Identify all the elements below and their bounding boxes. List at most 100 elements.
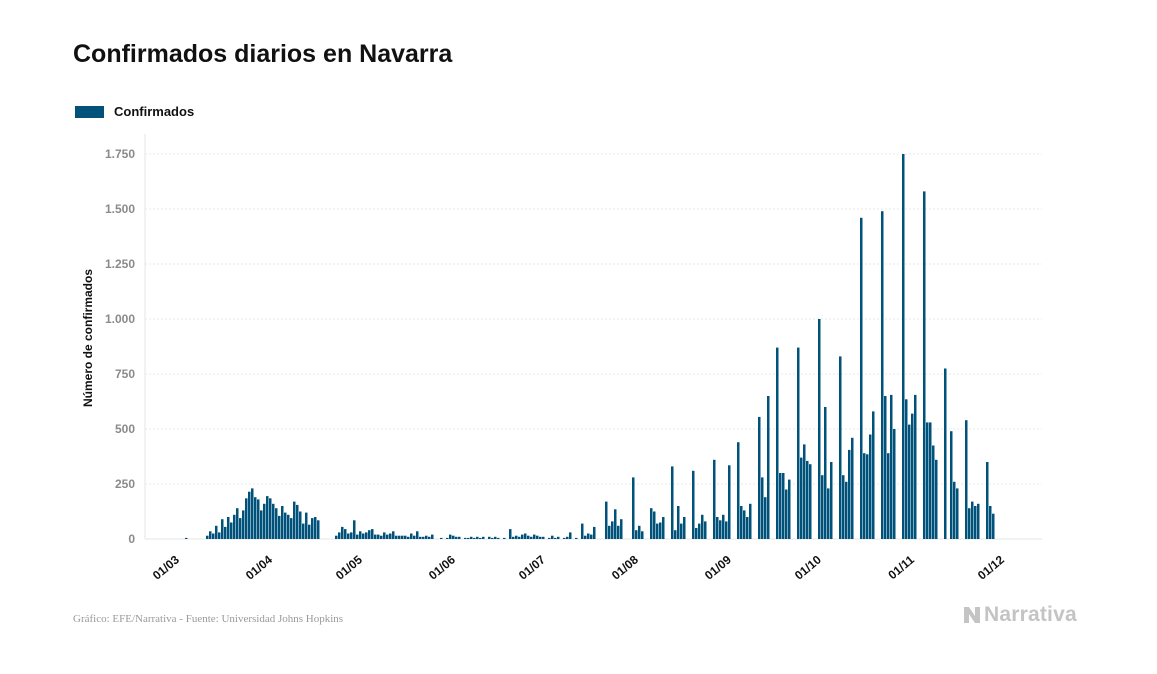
bar <box>608 525 611 539</box>
bar <box>263 503 266 539</box>
bar <box>797 347 800 539</box>
bar <box>782 473 785 539</box>
bar <box>482 536 485 539</box>
bar <box>335 535 338 539</box>
bar <box>803 444 806 539</box>
bar <box>293 501 296 539</box>
bar <box>860 217 863 540</box>
bar <box>965 420 968 539</box>
bar <box>530 536 533 539</box>
bar <box>845 481 848 539</box>
bar <box>206 535 209 539</box>
bar <box>401 535 404 539</box>
x-tick-label: 01/08 <box>609 552 641 582</box>
brand-logo: Narrativa <box>963 603 1077 627</box>
bar <box>872 411 875 539</box>
bar <box>620 519 623 539</box>
bar <box>386 534 389 539</box>
x-tick-label: 01/03 <box>150 552 182 582</box>
bar <box>497 537 500 539</box>
bar <box>671 466 674 539</box>
bar <box>821 475 824 539</box>
bar <box>344 529 347 539</box>
bar <box>695 528 698 539</box>
bar <box>209 531 212 539</box>
bar <box>347 533 350 539</box>
bars <box>185 154 995 540</box>
bar <box>296 504 299 539</box>
y-tick-label: 250 <box>115 477 135 491</box>
bar <box>470 536 473 539</box>
bar <box>284 512 287 539</box>
bar <box>632 477 635 539</box>
bar <box>539 536 542 539</box>
bar <box>554 537 557 539</box>
bar <box>524 533 527 539</box>
bar <box>212 533 215 539</box>
bar <box>398 535 401 539</box>
bar <box>692 470 695 539</box>
bar <box>977 503 980 539</box>
bar <box>764 497 767 539</box>
bar <box>356 534 359 539</box>
bar <box>575 537 578 539</box>
bar <box>716 517 719 539</box>
bar <box>362 533 365 539</box>
bar <box>830 462 833 539</box>
x-tick-label: 01/05 <box>333 552 365 582</box>
bar <box>509 529 512 539</box>
bar <box>818 319 821 539</box>
bar <box>410 533 413 539</box>
bar <box>302 523 305 539</box>
bar <box>314 517 317 539</box>
bar <box>779 473 782 539</box>
bar <box>440 537 443 539</box>
x-tick-label: 01/06 <box>426 552 458 582</box>
bar <box>353 520 356 539</box>
bar <box>722 514 725 539</box>
bar <box>287 514 290 539</box>
bar <box>584 535 587 539</box>
bar <box>902 154 905 539</box>
bar <box>674 530 677 539</box>
chart-title: Confirmados diarios en Navarra <box>73 40 453 68</box>
y-tick-label: 500 <box>115 422 135 436</box>
bar <box>653 511 656 539</box>
bar <box>746 517 749 539</box>
bar <box>587 533 590 539</box>
bar <box>239 518 242 539</box>
bar <box>413 535 416 539</box>
bar <box>680 523 683 539</box>
bar <box>479 537 482 539</box>
bar <box>407 536 410 539</box>
bar <box>713 459 716 539</box>
bar <box>923 191 926 539</box>
y-axis: 0 250 500 750 1.000 1.250 1.500 1.750 <box>105 147 135 546</box>
bar <box>236 508 239 539</box>
bar <box>986 462 989 539</box>
bar <box>416 531 419 539</box>
bar <box>914 394 917 539</box>
y-tick-label: 1.000 <box>105 312 135 326</box>
bar <box>656 523 659 539</box>
bar <box>251 488 254 539</box>
bar <box>887 453 890 539</box>
bar <box>662 517 665 539</box>
bar <box>851 437 854 539</box>
bar <box>467 537 470 539</box>
bar <box>542 536 545 539</box>
bar <box>743 510 746 539</box>
bar <box>926 422 929 539</box>
bar <box>359 531 362 539</box>
bar <box>698 523 701 539</box>
bar <box>935 459 938 539</box>
bar <box>557 536 560 539</box>
bar <box>383 532 386 539</box>
bar <box>515 535 518 539</box>
bar <box>215 525 218 539</box>
y-tick-label: 0 <box>128 532 135 546</box>
bar <box>299 511 302 539</box>
bar <box>677 506 680 539</box>
bar <box>809 464 812 539</box>
bar <box>992 513 995 539</box>
